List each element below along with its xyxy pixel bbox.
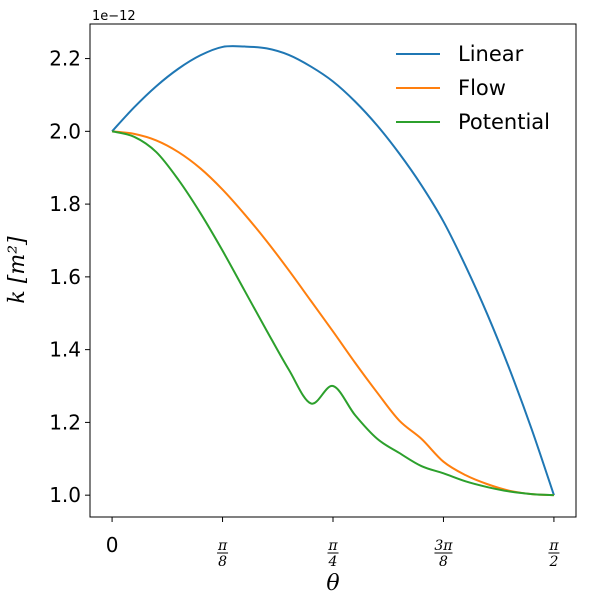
legend-item-flow: Flow xyxy=(396,76,506,100)
y-tick-label: 1.8 xyxy=(49,192,81,216)
legend: Linear Flow Potential xyxy=(396,42,550,134)
legend-label: Flow xyxy=(458,76,506,100)
x-tick-label: π8 xyxy=(217,538,229,570)
y-tick-label: 1.6 xyxy=(49,265,81,289)
x-tick-numerator: π xyxy=(327,538,338,554)
series-line-flow xyxy=(111,130,554,497)
x-tick-numerator: π xyxy=(548,538,559,554)
legend-item-potential: Potential xyxy=(396,110,550,134)
series-line-potential xyxy=(111,130,554,497)
x-tick-denominator: 4 xyxy=(328,554,338,570)
x-tick-denominator: 8 xyxy=(218,554,227,570)
legend-label: Linear xyxy=(458,42,524,66)
series-line-linear xyxy=(111,45,555,496)
y-tick-label: 1.4 xyxy=(49,338,81,362)
y-tick-label: 2.2 xyxy=(49,47,81,71)
y-axis-label: k [m²] xyxy=(5,236,30,304)
legend-label: Potential xyxy=(458,110,550,134)
x-tick-label: π2 xyxy=(548,538,560,570)
x-tick-denominator: 8 xyxy=(439,554,448,570)
legend-item-linear: Linear xyxy=(396,42,524,66)
series-layer xyxy=(111,45,555,497)
y-tick-label: 1.2 xyxy=(49,410,81,434)
x-tick-denominator: 2 xyxy=(548,554,558,570)
offset-text: 1e−12 xyxy=(92,9,136,24)
x-tick-numerator: 3π xyxy=(434,538,453,554)
x-tick-label: 0 xyxy=(106,533,119,557)
x-tick-numerator: π xyxy=(217,538,228,554)
x-tick-label: 3π8 xyxy=(434,538,453,570)
y-tick-label: 1.0 xyxy=(49,483,81,507)
x-axis-label: θ xyxy=(326,571,339,596)
x-tick-label: π4 xyxy=(327,538,339,570)
y-axis: 1.0 1.2 1.4 1.6 1.8 2.0 2.2 xyxy=(49,47,90,507)
y-tick-label: 2.0 xyxy=(49,119,81,143)
